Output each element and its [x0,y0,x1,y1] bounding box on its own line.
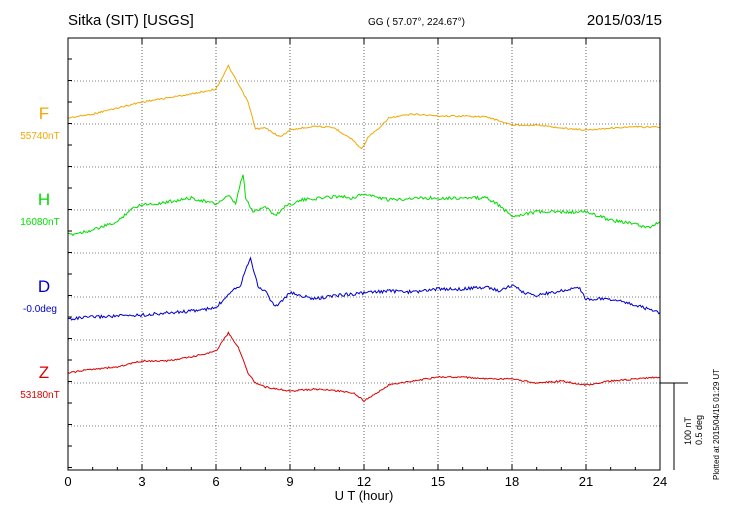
x-tick-label-6: 6 [212,474,219,489]
grid-lines [68,38,660,470]
date-label: 2015/03/15 [586,12,662,29]
scale-bar-deg-label: 0.5 deg [694,414,704,445]
series-letter-D: D [38,277,50,296]
trace-D [67,256,661,321]
x-tick-label-0: 0 [64,474,71,489]
series-labels: F 55740nT H 16080nT D -0.0deg Z 53180nT [20,104,59,401]
baseline-value-Z: 53180nT [20,390,59,401]
scale-bar-nt-label: 100 nT [683,416,693,445]
scale-bar [660,382,688,470]
trace-H [67,174,661,237]
x-tick-label-3: 3 [138,474,145,489]
trace-Z [67,331,661,403]
plotted-timestamp: Plotted at 2015/04/15 01:29 UT [712,368,721,480]
x-tick-label-18: 18 [505,474,519,489]
x-axis-label: U T (hour) [335,488,394,503]
station-title: Sitka (SIT) [USGS] [68,12,194,29]
series-letter-H: H [38,190,50,209]
x-tick-label-21: 21 [579,474,593,489]
x-tick-label-12: 12 [357,474,371,489]
traces [67,64,661,403]
baseline-value-H: 16080nT [20,217,59,228]
series-letter-Z: Z [39,363,49,382]
x-ticks: 0 3 6 9 12 15 18 21 24 [64,38,667,489]
trace-F [67,64,661,150]
x-tick-label-15: 15 [431,474,445,489]
baseline-value-D: -0.0deg [23,304,57,315]
baseline-value-F: 55740nT [20,131,59,142]
series-letter-F: F [39,104,49,123]
x-tick-label-24: 24 [653,474,667,489]
x-tick-label-9: 9 [286,474,293,489]
coordinates-label: GG ( 57.07°, 224.67°) [368,17,465,28]
